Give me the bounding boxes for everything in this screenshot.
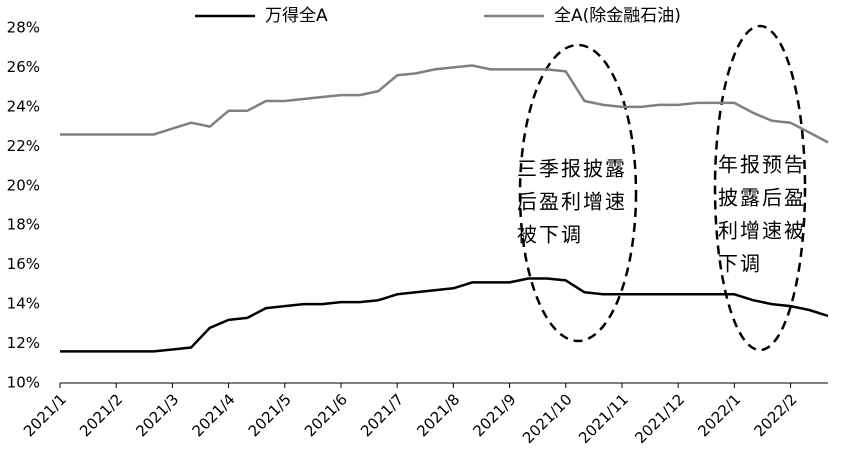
- y-tick-label: 14%: [7, 295, 40, 313]
- x-tick-label: 2021/7: [357, 390, 407, 440]
- x-tick-label: 2021/3: [132, 390, 182, 440]
- y-tick-label: 12%: [7, 334, 40, 352]
- annotation-text: 利增速被: [718, 219, 806, 243]
- annotation-text: 年报预告: [718, 153, 806, 177]
- x-tick-label: 2022/1: [694, 390, 744, 440]
- x-tick-label: 2022/2: [750, 390, 800, 440]
- annotation-text: 披露后盈: [718, 186, 806, 210]
- x-tick-label: 2021/10: [519, 390, 576, 447]
- legend-label: 全A(除金融石油): [554, 6, 681, 26]
- y-tick-label: 18%: [7, 216, 40, 234]
- y-tick-label: 26%: [7, 58, 40, 76]
- x-tick-label: 2021/2: [76, 390, 126, 440]
- x-tick-label: 2021/6: [301, 390, 351, 440]
- y-tick-label: 10%: [7, 374, 40, 392]
- annotation-ellipse: [713, 24, 807, 352]
- annotation-text: 被下调: [517, 223, 583, 247]
- x-tick-label: 2021/8: [413, 390, 463, 440]
- series-line: [60, 64, 829, 144]
- y-tick-label: 16%: [7, 255, 40, 273]
- annotation-ellipse: [518, 43, 638, 343]
- y-tick-label: 28%: [7, 19, 40, 37]
- legend-label: 万得全A: [265, 6, 328, 26]
- series-line: [60, 277, 829, 353]
- x-tick-label: 2021/9: [470, 390, 520, 440]
- x-tick-label: 2021/11: [575, 390, 632, 447]
- x-tick-label: 2021/5: [245, 390, 295, 440]
- annotation-text: 后盈利增速: [517, 190, 627, 214]
- annotation-text: 三季报披露: [517, 157, 627, 181]
- y-tick-label: 22%: [7, 137, 40, 155]
- y-tick-label: 20%: [7, 176, 40, 194]
- y-tick-label: 24%: [7, 97, 40, 115]
- annotation-text: 下调: [718, 252, 762, 276]
- x-tick-label: 2021/1: [20, 390, 70, 440]
- x-tick-label: 2021/12: [631, 390, 688, 447]
- x-tick-label: 2021/4: [189, 390, 239, 440]
